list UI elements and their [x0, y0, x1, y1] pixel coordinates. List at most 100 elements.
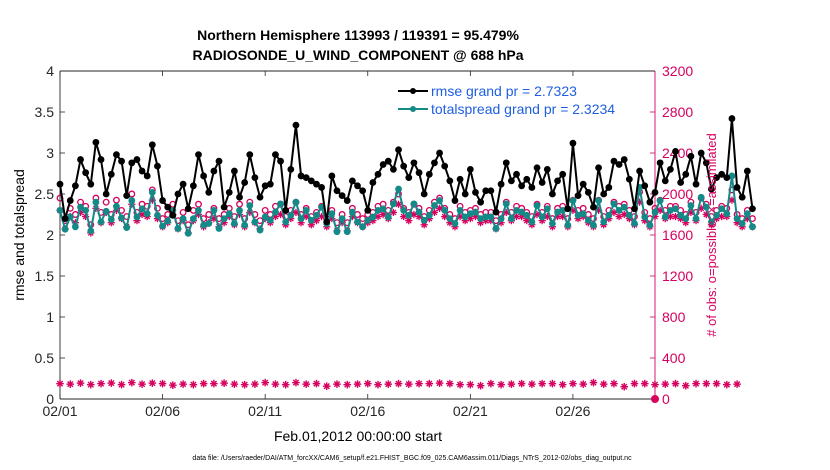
obs-low-point	[220, 379, 228, 387]
obs-low-point	[251, 380, 259, 388]
rmse-point	[113, 151, 120, 159]
spread-point	[497, 215, 505, 223]
rmse-point	[66, 197, 74, 204]
rmse-point	[266, 180, 274, 188]
spread-point	[692, 215, 700, 223]
obs-low-point	[353, 380, 362, 388]
obs-low-point	[599, 380, 608, 388]
rmse-point	[71, 182, 79, 190]
spread-point	[369, 213, 377, 221]
rmse-point	[518, 182, 526, 190]
spread-point	[718, 205, 726, 213]
spread-point	[590, 221, 597, 229]
left-axis: 0 0.5 1 1.5 2 2.5 3 3.5 4	[35, 63, 65, 407]
spread-point	[215, 225, 223, 232]
obs-low-point	[107, 379, 116, 387]
spread-point	[241, 221, 249, 229]
spread-point	[523, 211, 531, 219]
footer-data-file: data file: /Users/raeder/DAI/ATM_forcXX/…	[192, 455, 632, 462]
obs-low-point	[466, 380, 475, 389]
spread-point	[154, 211, 161, 219]
spread-point	[518, 208, 526, 216]
rmse-point	[246, 151, 254, 159]
y-left-tick-label: 0	[46, 391, 54, 407]
spread-point	[287, 211, 295, 219]
obs-low-point	[343, 380, 352, 389]
y-right-tick-label: 1200	[662, 268, 693, 284]
rmse-point	[210, 167, 218, 175]
spread-point	[256, 226, 264, 234]
obs-low-point	[517, 379, 526, 388]
rmse-point	[128, 159, 136, 167]
spread-point	[400, 207, 408, 214]
obs-low-point	[702, 379, 711, 388]
rmse-point	[549, 190, 556, 198]
obs-low-point	[589, 378, 598, 387]
obs-low-point	[261, 378, 269, 387]
obs-assimilated-point	[512, 212, 521, 221]
rmse-point	[251, 174, 259, 182]
obs-possible-point	[261, 206, 269, 214]
spread-point	[164, 217, 172, 225]
y-left-tick-label: 0.5	[35, 350, 55, 366]
obs-low-point	[117, 380, 126, 389]
rmse-point	[230, 167, 238, 175]
spread-line	[59, 175, 754, 237]
obs-low-point	[189, 380, 198, 389]
rmse-point	[277, 157, 284, 165]
y-right-tick-label: 3200	[662, 63, 693, 79]
spread-point	[107, 216, 115, 223]
spread-point	[672, 205, 679, 213]
rmse-point	[564, 205, 572, 213]
spread-point	[502, 200, 510, 208]
obs-low-point	[651, 380, 659, 389]
spread-point	[97, 218, 105, 226]
y-left-tick-label: 3.5	[35, 104, 55, 120]
rmse-point	[431, 159, 438, 167]
rmse-point	[456, 175, 464, 183]
spread-point	[261, 213, 269, 221]
spread-point	[348, 208, 356, 216]
spread-point	[71, 223, 79, 231]
y-right-tick-label: 2000	[662, 186, 693, 202]
rmse-point	[723, 174, 731, 182]
spread-point	[677, 211, 685, 219]
spread-point	[749, 223, 756, 231]
spread-point	[123, 224, 131, 232]
rmse-point	[333, 187, 341, 195]
rmse-point	[708, 185, 715, 193]
spread-point	[425, 211, 433, 219]
rmse-point	[343, 197, 351, 204]
x-tick-label: 02/16	[350, 403, 385, 419]
rmse-point	[395, 146, 402, 154]
spread-point	[210, 207, 218, 214]
spread-point	[487, 213, 495, 221]
spread-point	[610, 200, 618, 208]
rmse-point	[425, 170, 433, 178]
legend-box	[395, 78, 650, 120]
y-left-tick-label: 2	[46, 227, 54, 243]
rmse-point	[384, 157, 392, 165]
obs-low-point	[76, 379, 85, 387]
spread-point	[87, 227, 95, 235]
obs-low-point	[56, 379, 64, 388]
spread-point	[343, 228, 351, 236]
rmse-point	[359, 187, 367, 195]
rmse-point	[82, 169, 90, 177]
obs-low-point	[148, 379, 157, 387]
spread-point	[625, 211, 633, 219]
rmse-point	[441, 162, 449, 170]
rmse-point	[184, 205, 192, 213]
rmse-point	[728, 115, 736, 122]
rmse-point	[410, 159, 418, 167]
spread-point	[564, 221, 572, 229]
spread-point	[492, 225, 500, 232]
right-axis: 0400800120016002000240028003200	[650, 63, 693, 407]
y-axis-label-right: # of obs: o=possible; ×=assimilated	[704, 133, 719, 336]
spread-point	[507, 215, 515, 223]
rmse-point	[600, 190, 608, 198]
x-axis-label: Feb.01,2012 00:00:00 start	[274, 428, 442, 444]
obs-low-point	[322, 382, 331, 390]
rmse-point	[446, 177, 454, 185]
